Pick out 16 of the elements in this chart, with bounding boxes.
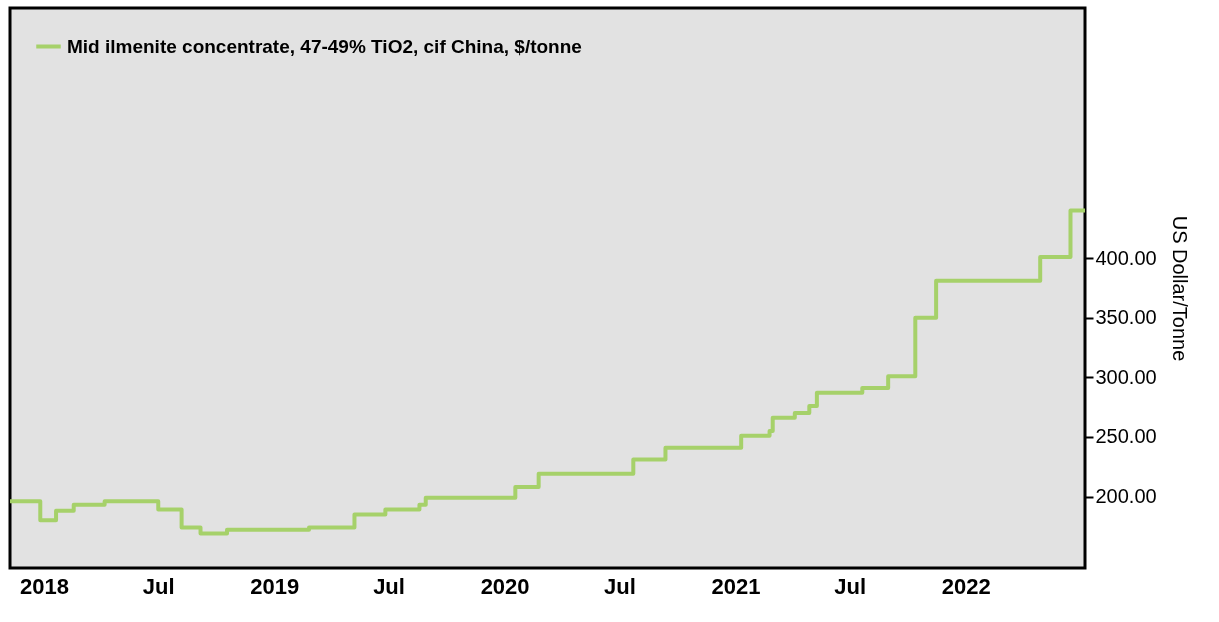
x-tick-label: 2020 <box>480 573 530 599</box>
y-tick-label: 250.00 <box>1095 425 1157 448</box>
x-tick-label: Jul <box>604 573 636 599</box>
x-tick-label: 2019 <box>250 573 300 599</box>
y-tick-label: 350.00 <box>1095 306 1157 329</box>
x-tick-label: Jul <box>373 573 405 599</box>
x-tick-label: 2022 <box>941 573 991 599</box>
x-tick-label: 2021 <box>711 573 761 599</box>
x-tick-label: Jul <box>834 573 867 599</box>
legend-label: Mid ilmenite concentrate, 47-49% TiO2, cif China, $/tonne <box>67 35 582 57</box>
x-tick-label: 2018 <box>20 573 70 599</box>
y-tick-label: 400.00 <box>1095 246 1157 269</box>
x-tick-label: Jul <box>142 573 175 599</box>
y-tick-label: 200.00 <box>1095 485 1157 508</box>
y-axis-title: US Dollar/Tonne <box>1168 215 1191 362</box>
y-tick-label: 300.00 <box>1095 365 1157 388</box>
